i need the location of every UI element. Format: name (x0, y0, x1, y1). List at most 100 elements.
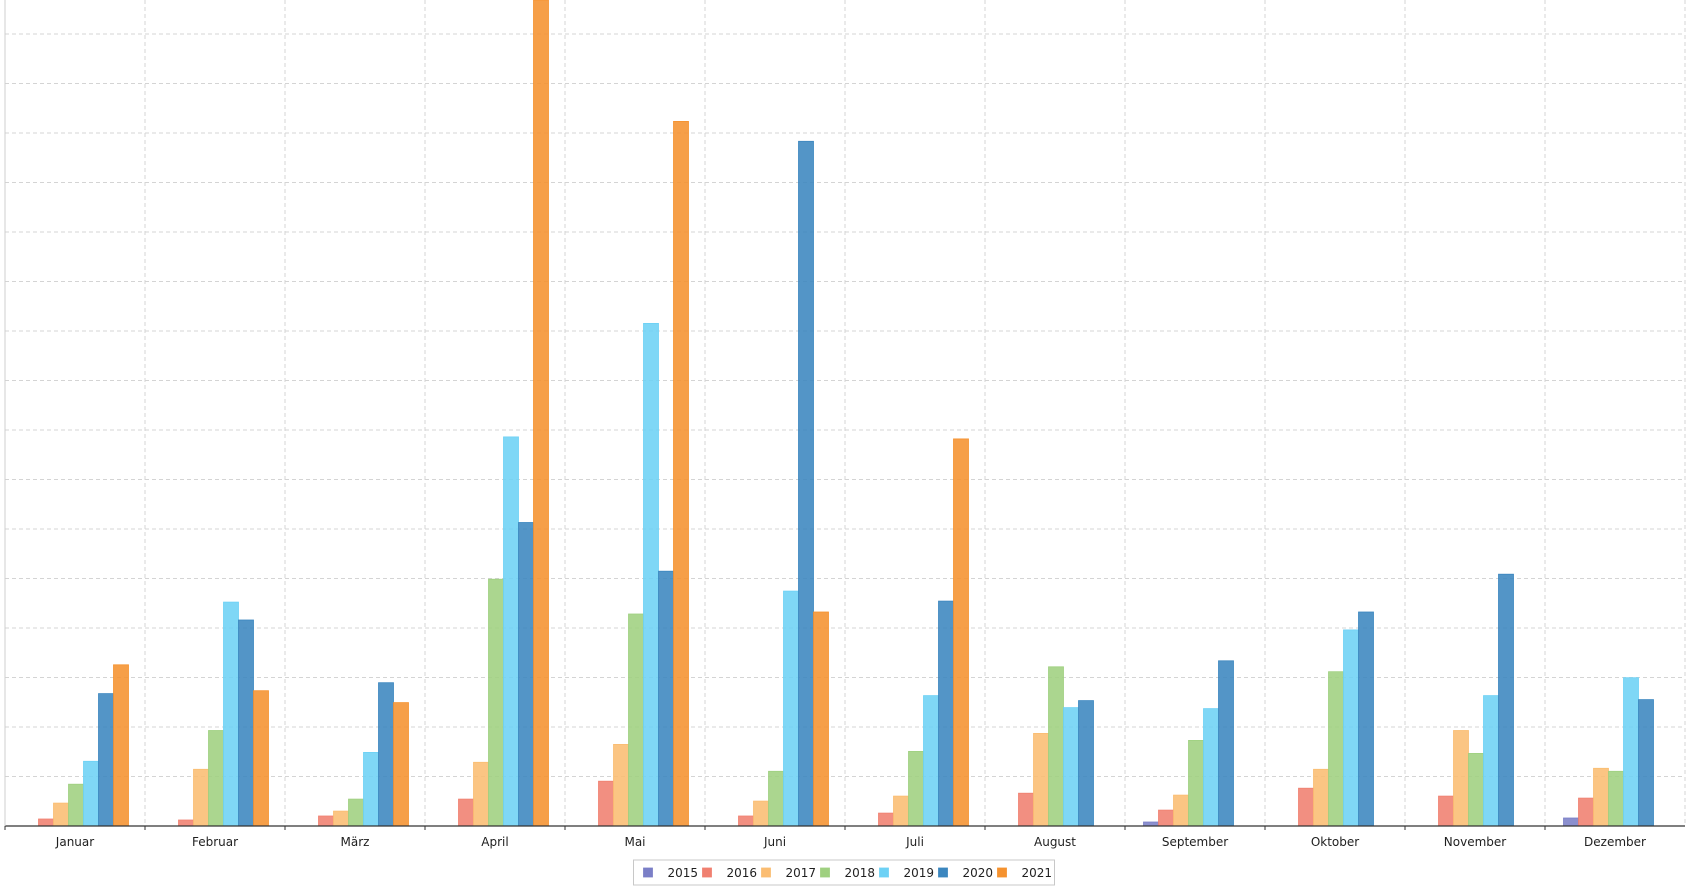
bar-2021-juli[interactable] (953, 438, 969, 827)
bar-2021-januar[interactable] (113, 664, 129, 827)
bar-2017-juli[interactable] (893, 795, 909, 827)
bar-2020-august[interactable] (1078, 700, 1094, 827)
legend-swatch-2020[interactable] (938, 867, 948, 878)
bar-2020-mai[interactable] (658, 570, 674, 827)
bar-2020-märz[interactable] (378, 682, 394, 827)
x-tick-label-dezember: Dezember (1584, 835, 1646, 849)
bar-2017-april[interactable] (473, 761, 489, 827)
bar-2020-november[interactable] (1498, 573, 1514, 827)
bar-2016-juli[interactable] (878, 812, 894, 827)
bar-2017-november[interactable] (1453, 730, 1469, 827)
x-tick-label-april: April (481, 835, 508, 849)
legend-label-2021[interactable]: 2021 (1022, 866, 1053, 880)
bar-2019-november[interactable] (1483, 695, 1499, 827)
bar-2019-august[interactable] (1063, 707, 1079, 827)
bar-2019-april[interactable] (503, 436, 519, 827)
bar-2017-mai[interactable] (613, 744, 629, 827)
bar-2021-mai[interactable] (673, 121, 689, 827)
x-tick-label-august: August (1034, 835, 1076, 849)
bar-2018-februar[interactable] (208, 730, 224, 827)
x-tick-label-oktober: Oktober (1311, 835, 1359, 849)
bar-2018-oktober[interactable] (1328, 671, 1344, 827)
bar-2020-oktober[interactable] (1358, 611, 1374, 827)
bar-2017-dezember[interactable] (1593, 767, 1609, 827)
bar-2018-märz[interactable] (348, 798, 364, 827)
bar-2018-dezember[interactable] (1608, 770, 1624, 827)
bar-2020-april[interactable] (518, 522, 534, 827)
bars-layer (38, 0, 1654, 827)
bar-2018-april[interactable] (488, 578, 504, 827)
bar-2017-oktober[interactable] (1313, 768, 1329, 827)
bar-2019-juli[interactable] (923, 695, 939, 827)
bar-2021-juni[interactable] (813, 611, 829, 827)
x-tick-label-juni: Juni (763, 835, 786, 849)
bar-2018-juni[interactable] (768, 770, 784, 827)
bar-2017-februar[interactable] (193, 768, 209, 827)
bar-2020-juni[interactable] (798, 140, 814, 827)
bar-2019-februar[interactable] (223, 601, 239, 827)
bar-2021-februar[interactable] (253, 690, 269, 827)
bar-2016-märz[interactable] (318, 815, 334, 827)
bar-2019-oktober[interactable] (1343, 629, 1359, 827)
x-tick-label-juli: Juli (905, 835, 924, 849)
bar-2016-august[interactable] (1018, 792, 1034, 827)
bar-2019-juni[interactable] (783, 590, 799, 827)
bar-2016-september[interactable] (1158, 809, 1174, 827)
bar-2020-februar[interactable] (238, 619, 254, 827)
legend-swatch-2017[interactable] (761, 867, 771, 878)
legend-label-2016[interactable]: 2016 (727, 866, 758, 880)
legend[interactable]: 2015 2016 2017 2018 2019 2020 2021 (633, 859, 1055, 886)
bar-2016-januar[interactable] (38, 818, 54, 827)
bar-2020-september[interactable] (1218, 660, 1234, 827)
bar-2016-oktober[interactable] (1298, 787, 1314, 827)
bar-2020-januar[interactable] (98, 693, 114, 827)
bar-2016-juni[interactable] (738, 815, 754, 827)
bar-2016-november[interactable] (1438, 795, 1454, 827)
x-tick-label-märz: März (341, 835, 370, 849)
bar-2016-februar[interactable] (178, 819, 194, 827)
bar-2019-september[interactable] (1203, 708, 1219, 827)
bar-2021-april[interactable] (533, 0, 549, 827)
bar-2015-dezember[interactable] (1563, 817, 1579, 827)
legend-swatch-2019[interactable] (879, 867, 889, 878)
axis-layer: Januar Februar März April Mai Juni Juli August S… (4, 0, 1685, 849)
bar-2017-juni[interactable] (753, 800, 769, 827)
legend-label-2020[interactable]: 2020 (963, 866, 994, 880)
legend-swatch-2016[interactable] (702, 867, 712, 878)
bar-2020-dezember[interactable] (1638, 699, 1654, 827)
bar-2018-januar[interactable] (68, 783, 84, 827)
bar-2016-dezember[interactable] (1578, 797, 1594, 827)
x-tick-label-februar: Februar (192, 835, 238, 849)
bar-2018-august[interactable] (1048, 666, 1064, 827)
bar-2018-september[interactable] (1188, 740, 1204, 827)
bar-2016-april[interactable] (458, 798, 474, 827)
bar-2020-juli[interactable] (938, 600, 954, 827)
bar-2021-märz[interactable] (393, 702, 409, 827)
legend-label-2019[interactable]: 2019 (904, 866, 935, 880)
bar-2019-januar[interactable] (83, 760, 99, 827)
legend-label-2017[interactable]: 2017 (786, 866, 817, 880)
bar-2019-märz[interactable] (363, 752, 379, 827)
bar-2017-august[interactable] (1033, 733, 1049, 827)
legend-label-2018[interactable]: 2018 (845, 866, 876, 880)
legend-label-2015[interactable]: 2015 (668, 866, 699, 880)
bar-2018-november[interactable] (1468, 753, 1484, 827)
x-tick-label-september: September (1162, 835, 1228, 849)
legend-swatch-2021[interactable] (997, 867, 1007, 878)
x-tick-label-november: November (1444, 835, 1506, 849)
bar-2019-dezember[interactable] (1623, 677, 1639, 827)
bar-2016-mai[interactable] (598, 780, 614, 827)
x-tick-label-januar: Januar (55, 835, 94, 849)
x-tick-label-mai: Mai (624, 835, 645, 849)
bar-2018-mai[interactable] (628, 613, 644, 827)
legend-swatch-2018[interactable] (820, 867, 830, 878)
bar-2017-januar[interactable] (53, 802, 69, 827)
grid-layer (5, 0, 1686, 826)
legend-swatch-2015[interactable] (643, 867, 653, 878)
bar-2017-märz[interactable] (333, 810, 349, 827)
bar-2019-mai[interactable] (643, 322, 659, 827)
bar-2018-juli[interactable] (908, 751, 924, 827)
bar-2017-september[interactable] (1173, 794, 1189, 827)
